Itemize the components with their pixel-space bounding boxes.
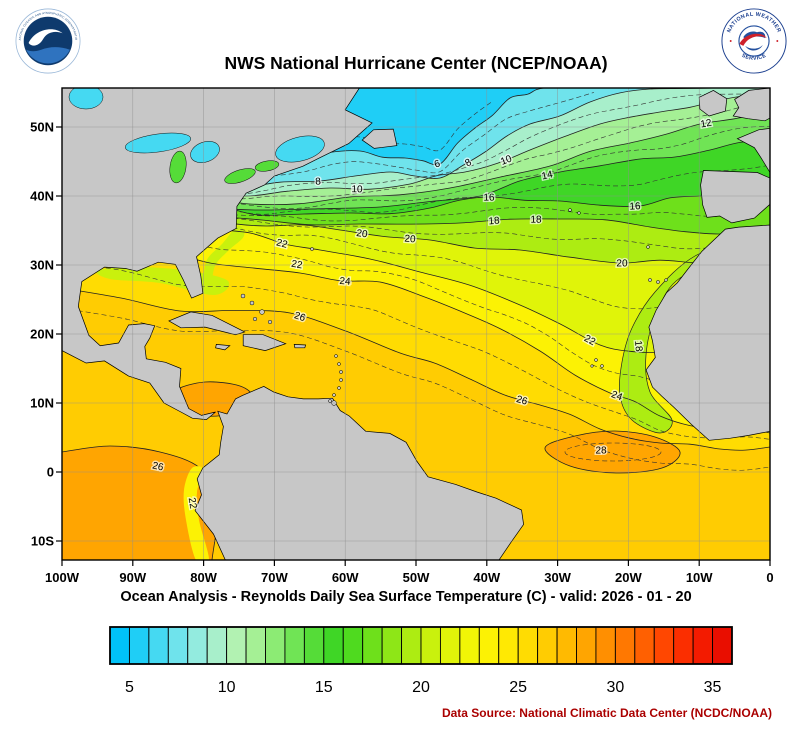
nws-star-left — [729, 40, 732, 42]
colorbar-tick-label: 10 — [218, 679, 236, 696]
contour-label: 14 — [541, 169, 555, 182]
x-axis-label: 10W — [686, 570, 713, 585]
nws-logo: NATIONAL WEATHER SERVICE — [721, 8, 787, 74]
y-axis-label: 50N — [30, 120, 54, 135]
y-axis-label: 40N — [30, 189, 54, 204]
noaa-emblem-sea — [26, 47, 70, 64]
x-axis-label: 50W — [403, 570, 430, 585]
land-britain — [732, 88, 770, 122]
x-axis-label: 40W — [473, 570, 500, 585]
colorbar-tick-label: 5 — [125, 679, 134, 696]
contour-label: 26 — [515, 394, 529, 408]
x-axis-label: 70W — [261, 570, 288, 585]
colorbar: 5 10 15 20 25 30 35 — [109, 626, 733, 696]
contour-label: 12 — [700, 118, 713, 131]
land-africa — [645, 224, 770, 441]
noaa-gull-icon — [28, 29, 63, 46]
land-hispaniola — [242, 334, 287, 351]
x-axis-label: 90W — [119, 570, 146, 585]
x-axis-label: 100W — [45, 570, 80, 585]
land-iberia — [700, 170, 770, 224]
contour-label: 20 — [404, 234, 416, 246]
x-axis-label: 30W — [544, 570, 571, 585]
contour-label: 8 — [315, 176, 322, 187]
x-axis-label: 60W — [332, 570, 359, 585]
land-ireland — [698, 90, 728, 117]
contour-label: 24 — [339, 276, 351, 288]
colorbar-tick-label: 15 — [315, 679, 333, 696]
nws-globe-land2 — [745, 44, 763, 51]
contour-label: 22 — [186, 497, 199, 510]
map-caption: Ocean Analysis - Reynolds Daily Sea Surf… — [120, 589, 692, 605]
data-source: Data Source: National Climatic Data Cent… — [441, 706, 772, 720]
y-axis-label: 10S — [31, 534, 54, 549]
colorbar-tick-label: 20 — [412, 679, 430, 696]
nws-ring-text-bottom: SERVICE — [740, 53, 767, 62]
land-layer — [62, 88, 770, 560]
contour-label: 18 — [530, 215, 542, 226]
contour-label: 20 — [356, 228, 369, 241]
land-france — [736, 128, 770, 174]
x-axis-label: 0 — [766, 570, 773, 585]
contour-label: 16 — [629, 201, 641, 213]
nws-red-swoosh-icon — [739, 33, 767, 46]
contour-label: 22 — [275, 237, 289, 251]
y-axis-label: 20N — [30, 327, 54, 342]
nws-star-right — [776, 40, 779, 42]
contour-label: 18 — [488, 216, 500, 228]
contour-label: 10 — [351, 184, 363, 195]
grid-layer — [62, 88, 770, 560]
x-axis-label: 20W — [615, 570, 642, 585]
contour-label: 16 — [483, 193, 495, 204]
contour-label: 22 — [290, 259, 303, 272]
noaa-logo: NATIONAL OCEANIC AND ATMOSPHERIC ADMINIS… — [14, 7, 81, 74]
y-axis-label: 0 — [47, 465, 54, 480]
axis-layer: 100W 90W 80W 70W 60W 50W 40W 30W 20W 10W 0 50N 40N 30… — [30, 87, 774, 585]
land-south-america — [194, 386, 524, 560]
colorbar-tick-label: 30 — [606, 679, 624, 696]
colorbar-tick-label: 25 — [509, 679, 527, 696]
contour-label: 6 — [433, 158, 442, 170]
page-title: NWS National Hurricane Center (NCEP/NOAA… — [224, 53, 608, 73]
contour-label: 20 — [616, 258, 628, 269]
land-jamaica — [215, 344, 231, 351]
contour-label: 28 — [595, 446, 607, 457]
contour-label: 26 — [151, 460, 165, 473]
land-cuba — [168, 311, 246, 336]
colorbar-tick-label: 35 — [704, 679, 722, 696]
land-north-america — [62, 88, 373, 420]
land-puerto-rico — [293, 344, 307, 349]
y-axis-label: 10N — [30, 396, 54, 411]
contour-label: 18 — [632, 340, 644, 352]
x-axis-label: 80W — [190, 570, 217, 585]
y-axis-label: 30N — [30, 258, 54, 273]
land-newfoundland — [361, 128, 398, 149]
contour-layer — [62, 88, 770, 471]
